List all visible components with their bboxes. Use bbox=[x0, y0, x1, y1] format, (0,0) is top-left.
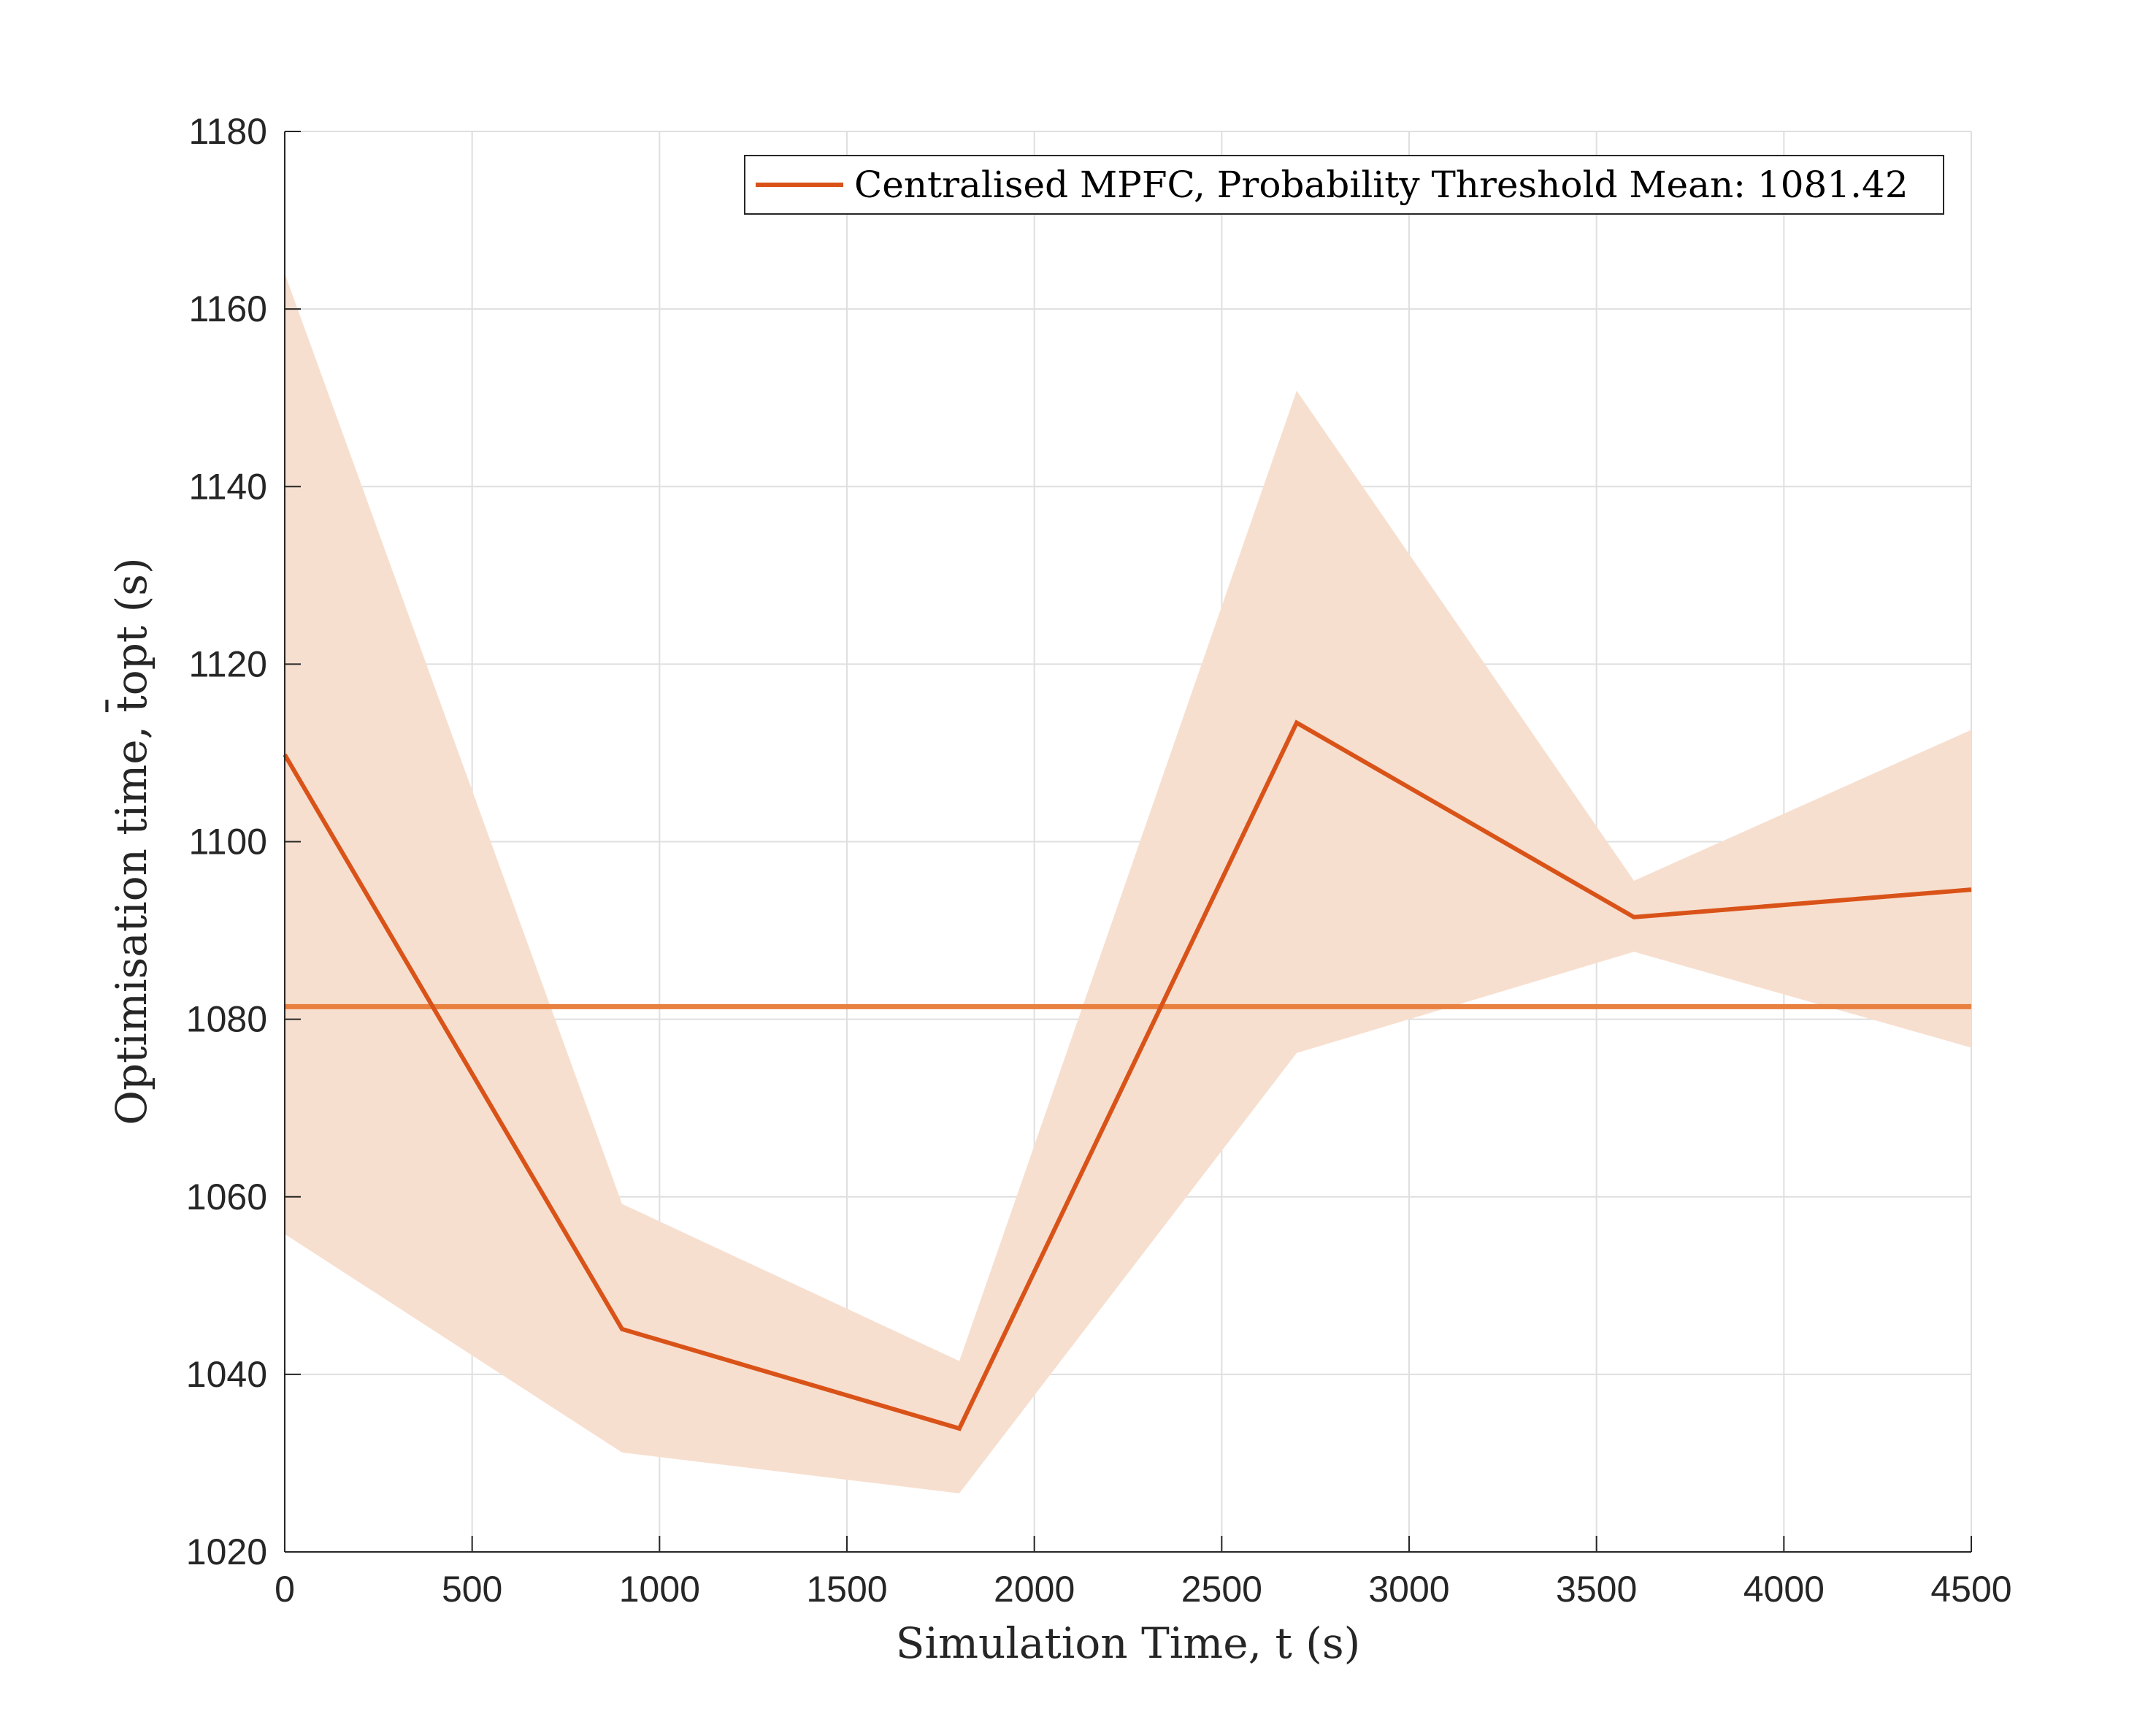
x-tick-label: 4500 bbox=[1930, 1569, 2011, 1610]
data-point bbox=[1633, 917, 1635, 918]
legend-label: Centralised MPFC, Probability Threshold … bbox=[854, 164, 1908, 206]
y-tick-label: 1020 bbox=[186, 1531, 267, 1572]
y-tick-label: 1140 bbox=[188, 466, 267, 507]
x-tick-label: 500 bbox=[442, 1569, 502, 1610]
y-tick-label: 1120 bbox=[188, 643, 267, 684]
y-tick-label: 1160 bbox=[188, 288, 267, 329]
x-axis-title: Simulation Time, t (s) bbox=[896, 1618, 1361, 1668]
series-lines bbox=[283, 719, 1972, 1431]
data-point bbox=[1971, 889, 1972, 890]
x-tick-label: 2000 bbox=[994, 1569, 1075, 1610]
series-line bbox=[283, 719, 1972, 1431]
y-tick-label: 1040 bbox=[186, 1354, 267, 1395]
data-point bbox=[621, 1328, 623, 1330]
x-tick-label: 4000 bbox=[1743, 1569, 1825, 1610]
legend: Centralised MPFC, Probability Threshold … bbox=[744, 155, 1944, 215]
y-tick-label: 1060 bbox=[186, 1177, 267, 1217]
confidence-bands bbox=[285, 273, 1971, 1493]
axes bbox=[284, 131, 1972, 1553]
confidence-band bbox=[285, 273, 1971, 1493]
x-tick-label: 1000 bbox=[619, 1569, 700, 1610]
x-tick-label: 3000 bbox=[1368, 1569, 1449, 1610]
legend-box bbox=[744, 155, 1944, 215]
y-tick-label: 1180 bbox=[188, 111, 267, 152]
y-tick-label: 1080 bbox=[186, 999, 267, 1040]
data-point bbox=[1296, 722, 1297, 724]
x-tick-label: 0 bbox=[275, 1569, 295, 1610]
x-tick-label: 3500 bbox=[1556, 1569, 1637, 1610]
data-point bbox=[959, 1428, 960, 1429]
x-tick-label: 2500 bbox=[1181, 1569, 1262, 1610]
y-tick-labels: 1020 1040 1060 1080 1100 1120 1140 1160 1180 bbox=[186, 111, 267, 1572]
x-tick-labels: 0 500 1000 1500 2000 2500 3000 3500 4000 4500 bbox=[275, 1569, 2012, 1610]
y-axis-title: Optimisation time, t̄opt (s) bbox=[104, 557, 156, 1125]
x-tick-label: 1500 bbox=[806, 1569, 887, 1610]
y-tick-label: 1100 bbox=[188, 822, 267, 862]
